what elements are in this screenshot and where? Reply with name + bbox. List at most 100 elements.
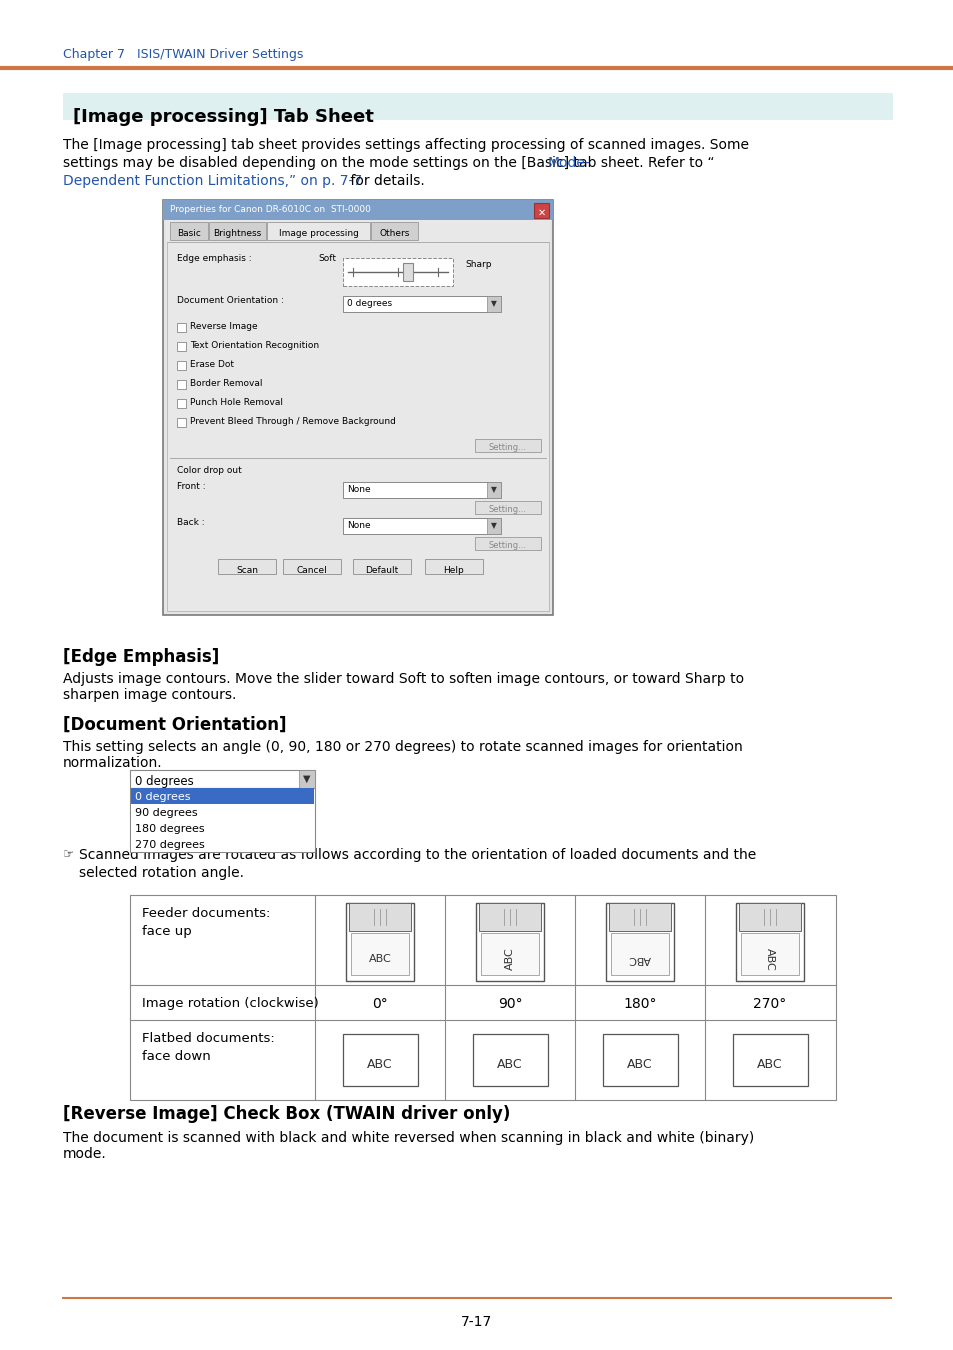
Bar [402,263,413,281]
Bar [130,788,314,852]
Bar [163,200,553,220]
Bar [163,200,553,616]
Text: Basic: Basic [177,228,201,238]
Bar [480,933,538,975]
Bar [610,933,668,975]
Bar [353,559,411,574]
Bar [424,559,482,574]
Text: Setting...: Setting... [489,443,526,452]
Bar [534,202,548,217]
Bar [209,221,266,240]
Text: Cancel: Cancel [296,566,327,575]
Bar [735,903,803,981]
Bar [732,1034,807,1085]
Text: None: None [347,485,370,494]
Text: This setting selects an angle (0, 90, 180 or 270 degrees) to rotate scanned imag: This setting selects an angle (0, 90, 18… [63,740,742,771]
Text: The document is scanned with black and white reversed when scanning in black and: The document is scanned with black and w… [63,1131,754,1161]
Text: Color drop out: Color drop out [177,466,241,475]
Bar [486,296,500,312]
Bar [177,379,186,389]
Text: Reverse Image: Reverse Image [190,323,257,331]
Text: Edge emphasis :: Edge emphasis : [177,254,252,263]
Bar [177,360,186,370]
Text: 0 degrees: 0 degrees [347,298,392,308]
Text: 180°: 180° [622,998,656,1011]
Text: Chapter 7   ISIS/TWAIN Driver Settings: Chapter 7 ISIS/TWAIN Driver Settings [63,49,303,61]
Bar [170,221,208,240]
Text: ABC: ABC [757,1057,782,1071]
Text: ABC: ABC [497,1057,522,1071]
Text: Scanned images are rotated as follows according to the orientation of loaded doc: Scanned images are rotated as follows ac… [79,848,756,863]
Text: Soft: Soft [317,254,335,263]
Bar [486,518,500,535]
Bar [343,482,500,498]
Text: face up: face up [142,925,192,938]
Bar [343,258,453,286]
Text: ABC: ABC [504,948,515,971]
Text: ☞: ☞ [63,848,74,861]
Bar [130,769,314,788]
Text: 0 degrees: 0 degrees [135,792,191,802]
Text: Text Orientation Recognition: Text Orientation Recognition [190,342,319,350]
Bar [131,805,314,819]
Text: ▼: ▼ [491,486,497,494]
Bar [177,418,186,427]
Text: 90°: 90° [497,998,521,1011]
Bar [371,221,417,240]
Text: Erase Dot: Erase Dot [190,360,233,369]
Text: 90 degrees: 90 degrees [135,809,197,818]
Text: Scan: Scan [235,566,257,575]
Bar [131,836,314,852]
Text: Mode-: Mode- [547,157,590,170]
Text: ABC: ABC [626,1057,652,1071]
Text: 7-17: 7-17 [461,1315,492,1328]
Text: Prevent Bleed Through / Remove Background: Prevent Bleed Through / Remove Backgroun… [190,417,395,427]
Text: ▼: ▼ [491,300,497,309]
Text: Punch Hole Removal: Punch Hole Removal [190,398,283,406]
Text: Dependent Function Limitations,” on p. 7-7: Dependent Function Limitations,” on p. 7… [63,174,362,188]
Text: The [Image processing] tab sheet provides settings affecting processing of scann: The [Image processing] tab sheet provide… [63,138,748,153]
Bar [267,221,370,240]
Bar [131,819,314,836]
Text: ABC: ABC [628,954,651,964]
Text: for details.: for details. [346,174,424,188]
Text: Brightness: Brightness [213,228,261,238]
Text: Sharp: Sharp [464,261,491,269]
Bar [475,439,540,452]
Text: 270°: 270° [753,998,786,1011]
Bar [476,903,543,981]
Text: ✕: ✕ [537,208,545,217]
Bar [608,903,670,932]
Bar [486,482,500,498]
Bar [177,323,186,332]
Text: 270 degrees: 270 degrees [135,840,205,850]
Bar [478,903,540,932]
Text: Setting...: Setting... [489,505,526,514]
Text: face down: face down [142,1050,211,1062]
Bar [343,518,500,535]
Text: settings may be disabled depending on the mode settings on the [Basic] tab sheet: settings may be disabled depending on th… [63,157,714,170]
Text: Back :: Back : [177,518,204,526]
Bar [605,903,673,981]
Text: None: None [347,521,370,531]
Text: Image processing: Image processing [278,228,358,238]
Text: Default: Default [365,566,398,575]
Text: Image rotation (clockwise): Image rotation (clockwise) [142,998,318,1010]
Text: 180 degrees: 180 degrees [135,824,204,834]
Bar [130,895,835,1100]
Text: Feeder documents:: Feeder documents: [142,907,270,919]
Bar [349,903,411,932]
Text: selected rotation angle.: selected rotation angle. [79,865,244,880]
Text: [Reverse Image] Check Box (TWAIN driver only): [Reverse Image] Check Box (TWAIN driver … [63,1106,510,1123]
Text: ABC: ABC [764,948,774,971]
Text: Document Orientation :: Document Orientation : [177,296,284,305]
Bar [63,93,892,120]
Text: Properties for Canon DR-6010C on  STI-0000: Properties for Canon DR-6010C on STI-000… [170,205,371,215]
Bar [602,1034,678,1085]
Bar [283,559,340,574]
Bar [298,769,314,788]
Text: 0 degrees: 0 degrees [135,775,193,788]
Bar [740,933,799,975]
Text: ABC: ABC [368,954,391,964]
Text: Border Removal: Border Removal [190,379,262,387]
